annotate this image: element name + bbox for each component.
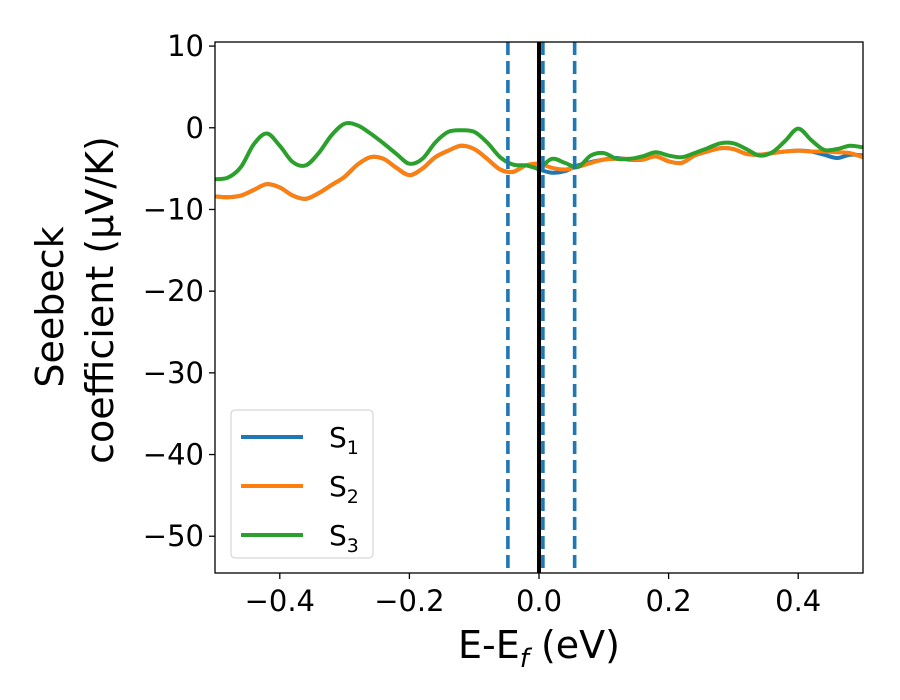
y-tick-label: −50 [143, 519, 204, 553]
reference-lines [506, 42, 577, 573]
y-tick-label: 10 [167, 29, 204, 63]
x-tick-label: −0.2 [374, 584, 444, 618]
y-tick-label: −20 [143, 274, 204, 308]
axis-ticks: −0.4 −0.2 0.0 0.2 0.4 10 0 −10 −20 −30 −40 −50 [143, 29, 821, 618]
y-tick-label: −30 [143, 356, 204, 390]
legend-label-s3: S3 [329, 519, 359, 557]
legend-label-s2: S2 [329, 470, 359, 508]
y-tick-label: 0 [186, 111, 204, 145]
x-axis-label: E-Ef (eV) [458, 623, 620, 674]
x-tick-label: −0.4 [245, 584, 315, 618]
y-tick-label: −40 [143, 438, 204, 472]
y-tick-label: −10 [143, 192, 204, 226]
x-tick-label: 0.0 [516, 584, 562, 618]
y-axis-label-line2: coefficient (μV/K) [78, 136, 122, 464]
y-axis-label-line1: Seebeck [28, 226, 72, 387]
legend-label-s1: S1 [329, 421, 359, 459]
legend: S1 S2 S3 [230, 409, 374, 559]
x-tick-label: 0.4 [775, 584, 821, 618]
x-tick-label: 0.2 [646, 584, 692, 618]
